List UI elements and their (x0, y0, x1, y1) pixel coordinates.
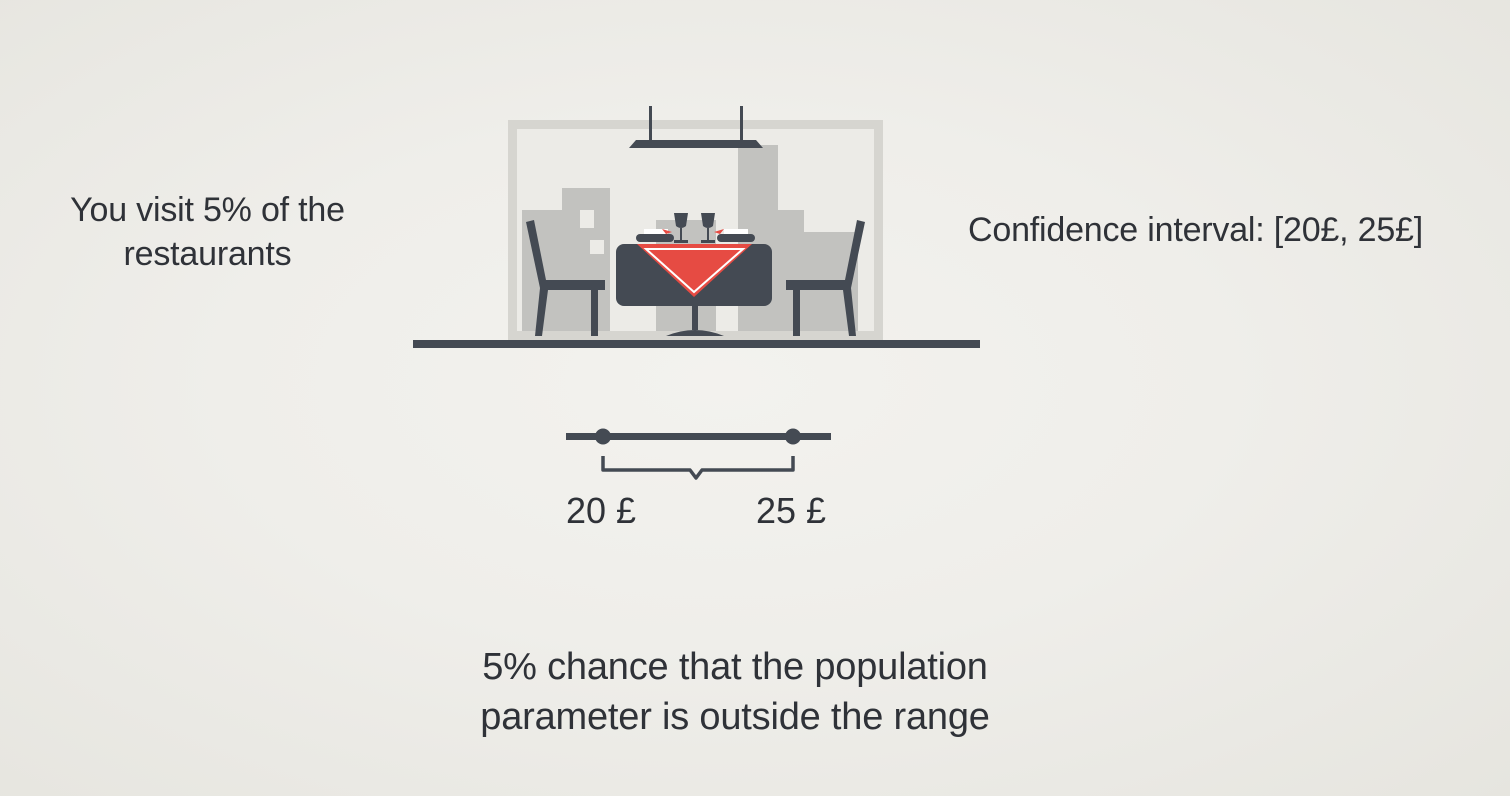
plate-icon (636, 229, 755, 242)
upper-bound-point (785, 428, 801, 445)
hanging-lamp-icon (629, 106, 763, 148)
upper-bound-label: 25 £ (756, 490, 827, 531)
number-line (566, 433, 831, 440)
chair-icon (786, 220, 865, 336)
conclusion-line-1: 5% chance that the population (482, 646, 988, 688)
sample-note: You visit 5% of the restaurants (40, 188, 375, 276)
conclusion-line-2: parameter is outside the range (480, 696, 990, 738)
chair-icon (526, 220, 605, 336)
restaurant-illustration (413, 106, 980, 348)
lower-bound-point (595, 428, 611, 445)
confidence-interval-value: [20£, 25£] (1273, 211, 1424, 249)
conclusion-text: 5% chance that the population parameter … (400, 642, 1070, 742)
lower-bound-label: 20 £ (566, 490, 637, 531)
confidence-interval-note: Confidence interval: [20£, 25£] (968, 208, 1478, 252)
dining-table-icon (616, 244, 772, 336)
interval-brace (601, 456, 795, 480)
wine-glass-icon (674, 213, 715, 243)
floor-line-icon (413, 340, 980, 348)
interval-range-diagram (566, 428, 831, 480)
sample-note-line-1: You visit 5% of the (70, 191, 345, 229)
confidence-interval-label: Confidence interval: (968, 211, 1265, 249)
sample-note-line-2: restaurants (123, 235, 292, 273)
